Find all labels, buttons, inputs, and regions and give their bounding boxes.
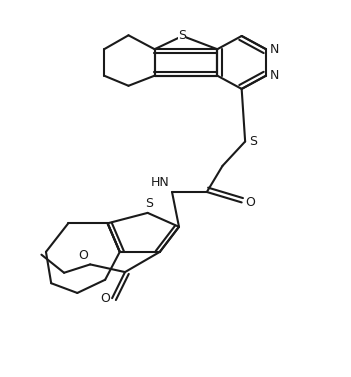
Text: HN: HN: [151, 176, 169, 189]
Text: N: N: [270, 69, 279, 82]
Text: S: S: [145, 197, 153, 210]
Text: O: O: [245, 196, 255, 209]
Text: N: N: [270, 43, 279, 56]
Text: O: O: [79, 248, 88, 262]
Text: S: S: [178, 29, 186, 43]
Text: O: O: [100, 292, 110, 305]
Text: S: S: [249, 135, 257, 148]
